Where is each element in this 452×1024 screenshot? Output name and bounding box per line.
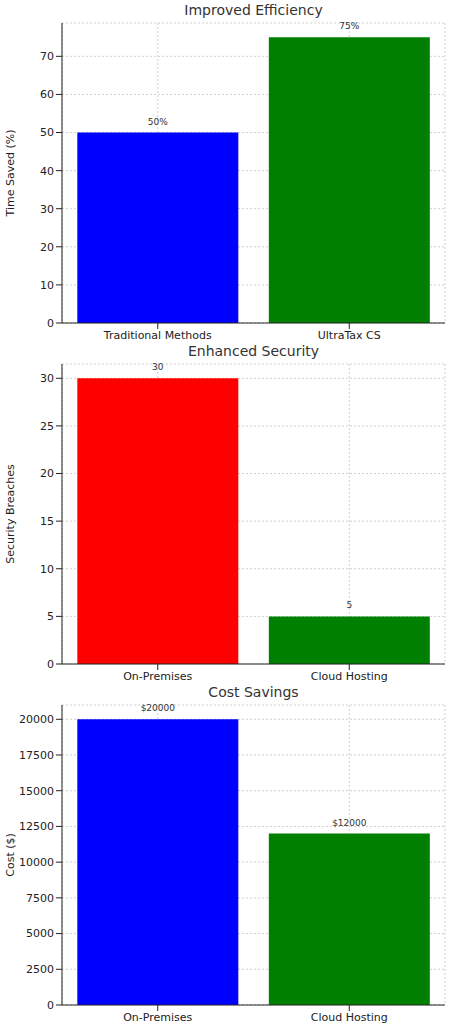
- svg-text:0: 0: [47, 317, 54, 330]
- svg-text:40: 40: [40, 165, 54, 178]
- svg-text:20: 20: [40, 241, 54, 254]
- svg-text:$20000: $20000: [141, 703, 176, 713]
- svg-text:30: 30: [40, 203, 54, 216]
- svg-text:15: 15: [40, 515, 54, 528]
- svg-text:30: 30: [40, 372, 54, 385]
- svg-text:5000: 5000: [26, 927, 54, 940]
- html-text:Improved Efficiency: Improved Efficiency: [184, 2, 323, 18]
- svg-text:Cost ($): Cost ($): [8, 833, 17, 877]
- svg-text:15000: 15000: [19, 785, 54, 798]
- svg-text:Traditional Methods: Traditional Methods: [103, 329, 212, 341]
- svg-text:5: 5: [346, 600, 352, 610]
- svg-text:On-Premises: On-Premises: [123, 670, 192, 682]
- svg-text:UltraTax CS: UltraTax CS: [318, 329, 381, 341]
- svg-text:30: 30: [152, 362, 164, 372]
- svg-text:Time Saved (%): Time Saved (%): [8, 130, 17, 218]
- svg-text:2500: 2500: [26, 963, 54, 976]
- svg-text:5: 5: [47, 610, 54, 623]
- svg-text:7500: 7500: [26, 892, 54, 905]
- svg-text:Cloud Hosting: Cloud Hosting: [311, 670, 388, 682]
- html-text:Enhanced Security: Enhanced Security: [187, 343, 320, 359]
- svg-text:10: 10: [40, 279, 54, 292]
- svg-text:70: 70: [40, 50, 54, 63]
- svg-text:0: 0: [47, 999, 54, 1012]
- svg-text:20: 20: [40, 467, 54, 480]
- svg-text:75%: 75%: [339, 21, 359, 31]
- svg-text:20000: 20000: [19, 713, 54, 726]
- svg-text:60: 60: [40, 88, 54, 101]
- svg-text:0: 0: [47, 658, 54, 671]
- svg-text:Cloud Hosting: Cloud Hosting: [311, 1011, 388, 1023]
- svg-text:Security Breaches: Security Breaches: [8, 464, 17, 564]
- svg-text:25: 25: [40, 420, 54, 433]
- svg-text:17500: 17500: [19, 749, 54, 762]
- svg-text:50: 50: [40, 126, 54, 139]
- svg-text:12500: 12500: [19, 820, 54, 833]
- html-text:Cost Savings: Cost Savings: [208, 684, 299, 700]
- svg-text:On-Premises: On-Premises: [123, 1011, 192, 1023]
- svg-text:10000: 10000: [19, 856, 54, 869]
- svg-text:10: 10: [40, 563, 54, 576]
- svg-text:$12000: $12000: [332, 818, 367, 828]
- svg-text:50%: 50%: [148, 117, 168, 127]
